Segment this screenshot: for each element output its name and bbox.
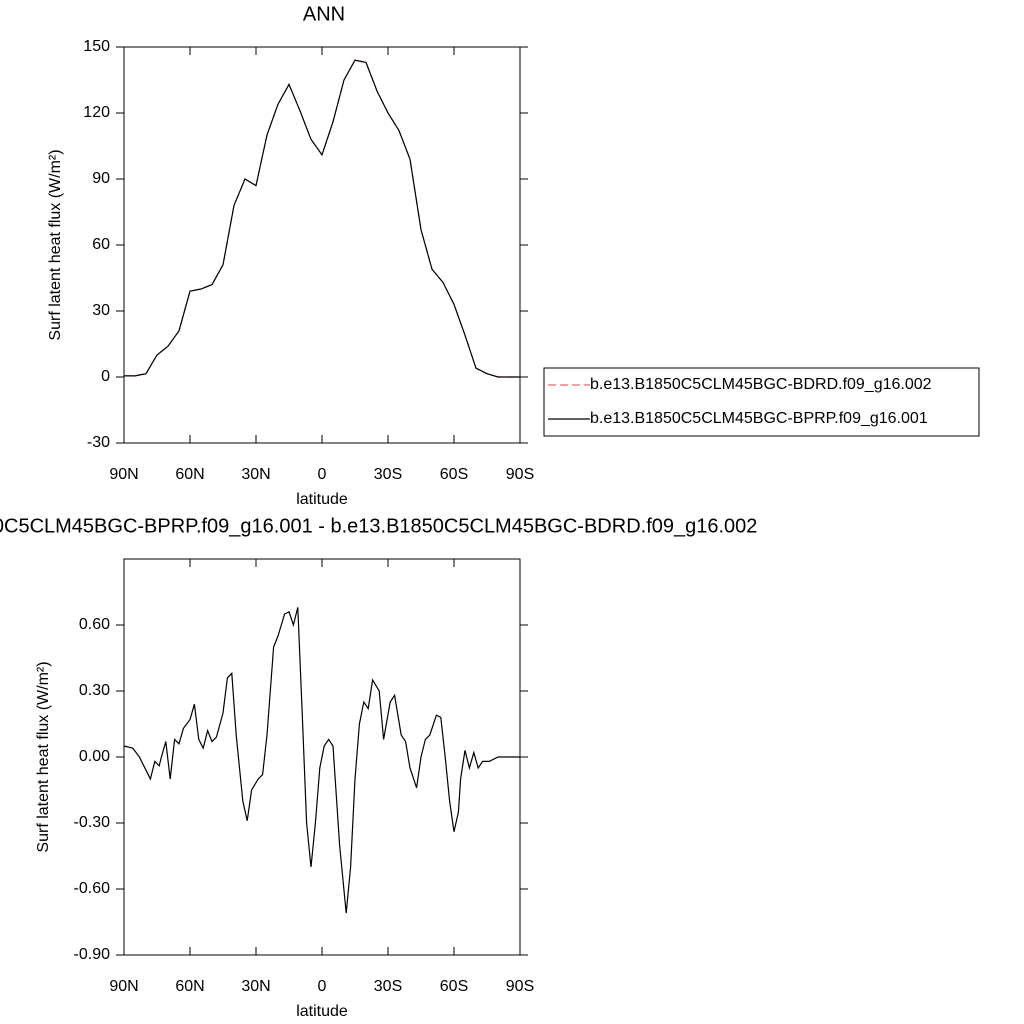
y-tick-label: 0.60 [79, 616, 110, 633]
x-tick-label: 90S [506, 978, 534, 995]
y-axis-label: Surf latent heat flux (W/m²) [47, 149, 64, 340]
y-tick-label: -0.90 [74, 946, 111, 963]
y-tick-label: -0.30 [74, 814, 111, 831]
y-tick-label: 90 [92, 170, 110, 187]
x-tick-label: 90N [109, 978, 138, 995]
legend-label: b.e13.B1850C5CLM45BGC-BDRD.f09_g16.002 [590, 376, 932, 393]
x-axis-label: latitude [296, 1003, 348, 1020]
x-tick-label: 60S [440, 466, 468, 483]
y-tick-label: -30 [87, 434, 110, 451]
x-axis-label: latitude [296, 491, 348, 508]
x-tick-label: 30S [374, 978, 402, 995]
y-tick-label: 0.30 [79, 682, 110, 699]
y-tick-label: 0 [101, 368, 110, 385]
chart-title: b.e13.B1850C5CLM45BGC-BPRP.f09_g16.001 -… [0, 515, 757, 537]
x-tick-label: 0 [318, 978, 327, 995]
x-tick-label: 30S [374, 466, 402, 483]
y-tick-label: 30 [92, 302, 110, 319]
legend-label: b.e13.B1850C5CLM45BGC-BPRP.f09_g16.001 [590, 410, 928, 427]
y-tick-label: 60 [92, 236, 110, 253]
x-tick-label: 90S [506, 466, 534, 483]
x-tick-label: 30N [241, 978, 270, 995]
x-tick-label: 60N [175, 978, 204, 995]
plot-frame [123, 46, 521, 444]
y-tick-label: 150 [83, 38, 110, 55]
data-line [124, 59, 520, 378]
x-tick-label: 90N [109, 466, 138, 483]
chart-title: ANN [303, 3, 345, 25]
y-tick-label: -0.60 [74, 880, 111, 897]
y-tick-label: 120 [83, 104, 110, 121]
x-tick-label: 60N [175, 466, 204, 483]
data-line [124, 59, 520, 378]
x-tick-label: 0 [318, 466, 327, 483]
x-tick-label: 30N [241, 466, 270, 483]
y-axis-label: Surf latent heat flux (W/m²) [35, 661, 52, 852]
data-line [123, 607, 520, 914]
legend-box [543, 367, 980, 437]
x-tick-label: 60S [440, 978, 468, 995]
y-tick-label: 0.00 [79, 748, 110, 765]
